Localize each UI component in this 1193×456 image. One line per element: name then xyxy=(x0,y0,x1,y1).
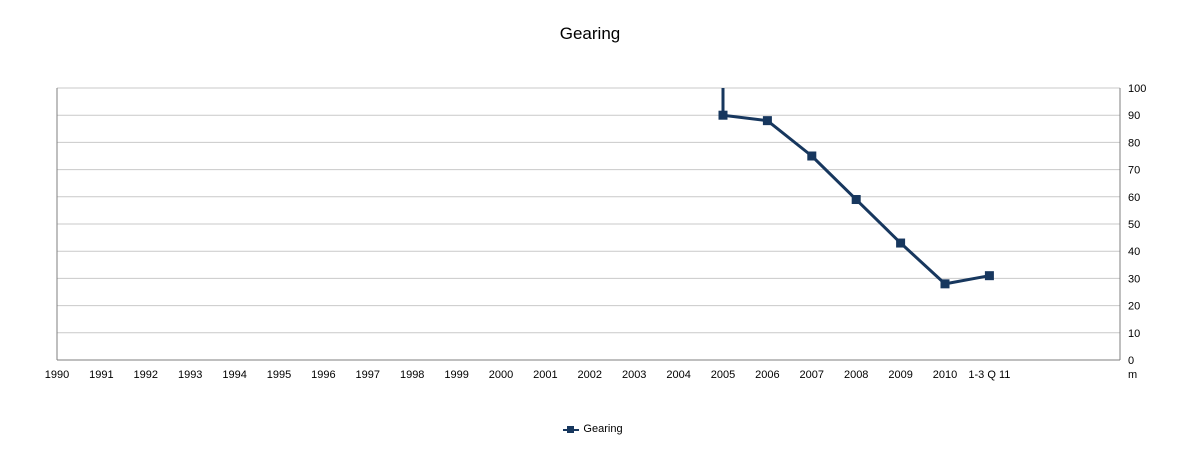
y-tick-label: 20 xyxy=(1128,301,1140,313)
chart-legend: Gearing xyxy=(0,423,1186,435)
data-point-marker xyxy=(718,110,728,120)
y-tick-label: 60 xyxy=(1128,192,1140,204)
legend-label: Gearing xyxy=(583,423,623,435)
x-tick-label: 2005 xyxy=(711,369,735,381)
x-tick-label: 1999 xyxy=(444,369,468,381)
x-tick-label: 2006 xyxy=(755,369,779,381)
x-tick-label: 1994 xyxy=(222,369,246,381)
y-tick-label: 40 xyxy=(1128,246,1140,258)
x-tick-label: 1997 xyxy=(356,369,380,381)
x-tick-label: 2008 xyxy=(844,369,868,381)
data-point-marker xyxy=(940,279,950,289)
y-tick-label: 50 xyxy=(1128,219,1140,231)
x-tick-label: 1990 xyxy=(45,369,69,381)
x-tick-label: 2004 xyxy=(666,369,690,381)
legend-marker-icon xyxy=(563,425,580,434)
x-tick-label: 1998 xyxy=(400,369,424,381)
y-tick-label: 70 xyxy=(1128,165,1140,177)
y-tick-label: 100 xyxy=(1128,83,1146,95)
x-tick-label: 1993 xyxy=(178,369,202,381)
y-tick-label: 0 xyxy=(1128,355,1134,367)
x-tick-label: 1-3 Q 11 xyxy=(968,369,1010,381)
axis-unit-label: m xyxy=(1128,369,1137,381)
y-tick-label: 10 xyxy=(1128,328,1140,340)
x-tick-label: 2000 xyxy=(489,369,513,381)
x-tick-label: 2009 xyxy=(888,369,912,381)
x-tick-label: 2001 xyxy=(533,369,557,381)
data-point-marker xyxy=(851,195,861,205)
legend-square-icon xyxy=(567,425,575,433)
x-tick-label: 1996 xyxy=(311,369,335,381)
data-point-marker xyxy=(896,238,906,248)
y-tick-label: 90 xyxy=(1128,110,1140,122)
data-point-marker xyxy=(984,271,994,281)
data-point-marker xyxy=(762,116,772,126)
x-tick-label: 1991 xyxy=(89,369,113,381)
data-point-marker xyxy=(807,151,817,161)
y-tick-label: 30 xyxy=(1128,273,1140,285)
x-tick-label: 2003 xyxy=(622,369,646,381)
y-tick-label: 80 xyxy=(1128,137,1140,149)
x-tick-label: 2007 xyxy=(800,369,824,381)
chart-title: Gearing xyxy=(559,24,621,43)
x-tick-label: 1992 xyxy=(134,369,158,381)
x-tick-label: 2010 xyxy=(933,369,957,381)
x-tick-label: 2002 xyxy=(578,369,602,381)
x-tick-label: 1995 xyxy=(267,369,291,381)
